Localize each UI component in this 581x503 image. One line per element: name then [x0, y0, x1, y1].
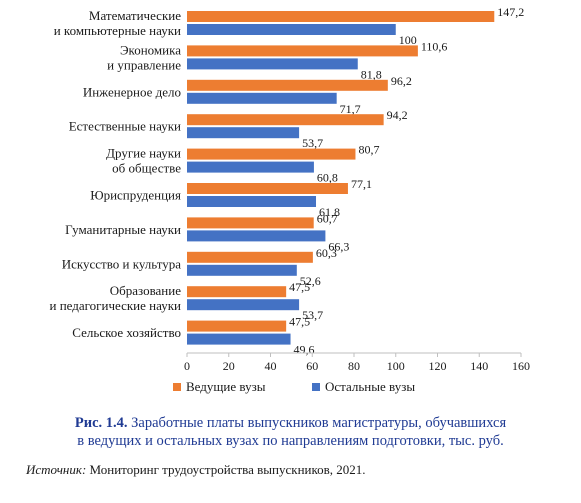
- bar-leading: [187, 79, 388, 91]
- data-label: 49,6: [294, 343, 315, 357]
- figure-number: Рис. 1.4.: [74, 415, 128, 431]
- bar-leading: [187, 251, 313, 263]
- bar-other: [187, 333, 291, 345]
- category-label: Юриспруденция: [90, 188, 181, 203]
- bar-other: [187, 299, 300, 311]
- data-label: 60,3: [316, 246, 337, 260]
- caption-line-1: Заработные платы выпускников магистратур…: [131, 415, 507, 431]
- x-tick-label: 160: [512, 359, 530, 373]
- data-label: 61,8: [319, 205, 340, 219]
- bar-other: [187, 264, 297, 276]
- source-text: Мониторинг трудоустройства выпускников, …: [89, 462, 366, 477]
- data-label: 47,5: [289, 315, 310, 329]
- bar-other: [187, 92, 337, 104]
- data-label: 60,7: [317, 211, 338, 225]
- data-label: 80,7: [358, 143, 379, 157]
- data-label: 96,2: [391, 74, 412, 88]
- data-label: 60,8: [317, 171, 338, 185]
- bar-leading: [187, 45, 418, 57]
- source-label: Источник:: [26, 462, 87, 477]
- bar-leading: [187, 11, 495, 22]
- data-label: 147,2: [497, 5, 524, 19]
- category-label: Образование: [110, 283, 181, 298]
- x-tick-label: 0: [184, 359, 190, 373]
- category-label: Сельское хозяйство: [72, 325, 181, 340]
- bar-leading: [187, 320, 287, 332]
- legend-swatch: [312, 383, 320, 391]
- bar-leading: [187, 148, 356, 160]
- data-label: 52,6: [300, 274, 321, 288]
- category-label: Математические: [89, 8, 181, 23]
- x-tick-label: 20: [223, 359, 235, 373]
- bar-other: [187, 58, 358, 70]
- legend-label: Остальные вузы: [325, 379, 415, 394]
- category-label: и управление: [107, 57, 181, 72]
- x-tick-label: 140: [470, 359, 488, 373]
- data-label: 77,1: [351, 177, 372, 191]
- x-tick-label: 80: [348, 359, 360, 373]
- bar-leading: [187, 217, 314, 229]
- category-label: Искусство и культура: [62, 256, 182, 271]
- x-tick-label: 40: [265, 359, 277, 373]
- data-label: 81,8: [361, 67, 382, 81]
- data-label: 71,7: [340, 102, 361, 116]
- bar-leading: [187, 114, 384, 126]
- data-label: 47,5: [289, 280, 310, 294]
- data-label: 66,3: [328, 239, 349, 253]
- category-label: Гуманитарные науки: [65, 222, 181, 237]
- bar-leading: [187, 286, 287, 298]
- source-note: Источник: Мониторинг трудоустройства вып…: [26, 462, 366, 478]
- legend-swatch: [173, 383, 181, 391]
- x-tick-label: 120: [429, 359, 447, 373]
- data-label: 53,7: [302, 308, 323, 322]
- category-label: Естественные науки: [69, 119, 181, 134]
- data-label: 100: [399, 33, 417, 47]
- caption-line-2: в ведущих и остальных вузах по направлен…: [77, 433, 504, 449]
- category-label: Экономика: [120, 42, 181, 57]
- data-label: 94,2: [387, 108, 408, 122]
- category-label: об обществе: [112, 161, 181, 176]
- data-label: 110,6: [421, 39, 448, 53]
- figure-caption: Рис. 1.4. Заработные платы выпускников м…: [0, 414, 581, 450]
- bar-other: [187, 161, 314, 173]
- category-label: Другие науки: [106, 146, 181, 161]
- x-tick-label: 60: [306, 359, 318, 373]
- x-tick-label: 100: [387, 359, 405, 373]
- category-label: и педагогические науки: [50, 298, 182, 313]
- legend-label: Ведущие вузы: [186, 379, 266, 394]
- bar-other: [187, 230, 326, 242]
- bar-leading: [187, 183, 348, 194]
- bar-other: [187, 196, 317, 207]
- bar-other: [187, 127, 300, 139]
- category-label: и компьютерные науки: [54, 23, 181, 38]
- bar-other: [187, 24, 396, 35]
- category-label: Инженерное дело: [83, 84, 181, 99]
- data-label: 53,7: [302, 136, 323, 150]
